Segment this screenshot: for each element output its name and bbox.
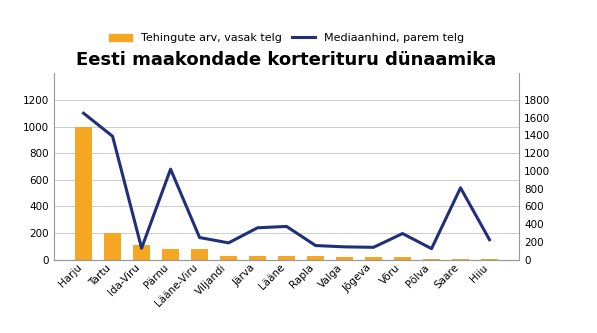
Bar [162, 249, 179, 260]
Legend: Tehingute arv, vasak telg, Mediaanhind, parem telg: Tehingute arv, vasak telg, Mediaanhind, … [105, 29, 468, 48]
Bar [307, 256, 324, 260]
Bar [481, 259, 498, 260]
Bar [75, 127, 93, 260]
Bar [278, 256, 296, 260]
Bar [104, 233, 121, 260]
Bar [365, 257, 382, 260]
Title: Eesti maakondade korterituru dünaamika: Eesti maakondade korterituru dünaamika [76, 51, 497, 69]
Bar [220, 256, 237, 260]
Bar [423, 259, 440, 260]
Bar [249, 256, 266, 260]
Bar [452, 259, 469, 260]
Bar [133, 245, 150, 260]
Bar [336, 257, 353, 260]
Bar [394, 257, 411, 260]
Bar [191, 249, 208, 260]
